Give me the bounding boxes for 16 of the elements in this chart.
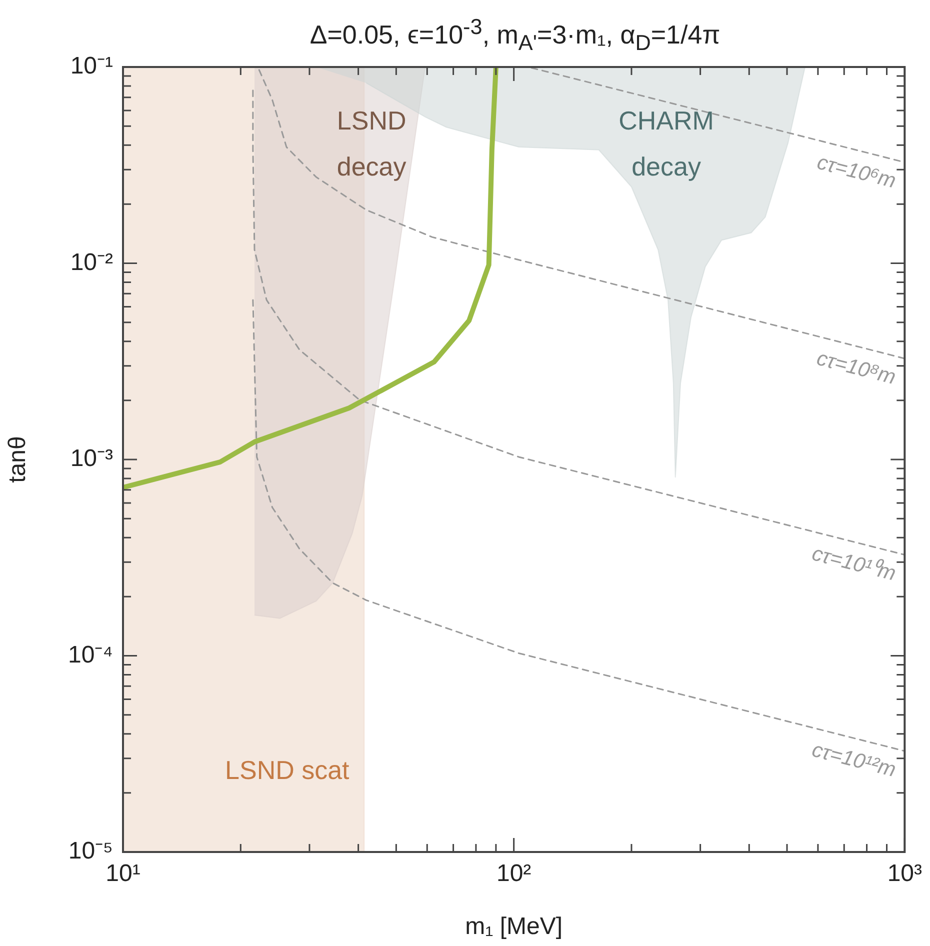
x-axis-title: m₁ [MeV] <box>465 913 563 940</box>
annotation: LSND scat <box>225 755 350 786</box>
y-tick-label: 10⁻¹ <box>70 52 114 80</box>
x-tick-label: 10³ <box>887 860 922 888</box>
text: cτ=10¹⁰m <box>810 542 898 586</box>
annotation: LSND decay <box>336 106 406 182</box>
y-tick-label: 10⁻⁴ <box>68 641 113 668</box>
text: cτ=10⁶m <box>814 150 898 193</box>
annotation: CHARM decay <box>618 106 714 182</box>
y-tick-label: 10⁻³ <box>70 445 114 472</box>
x-tick-label: 10² <box>496 860 532 888</box>
y-tick-label: 10⁻² <box>70 248 114 276</box>
y-axis-title: tanθ <box>4 436 32 483</box>
text: cτ=10⁸m <box>814 346 898 390</box>
text: cτ=10¹²m <box>810 738 898 782</box>
chart-title: Δ=0.05, ϵ=10$^{-3}$, m$_{A'}$=3·m₁, α$_{D}$=1/4π <box>308 14 722 56</box>
